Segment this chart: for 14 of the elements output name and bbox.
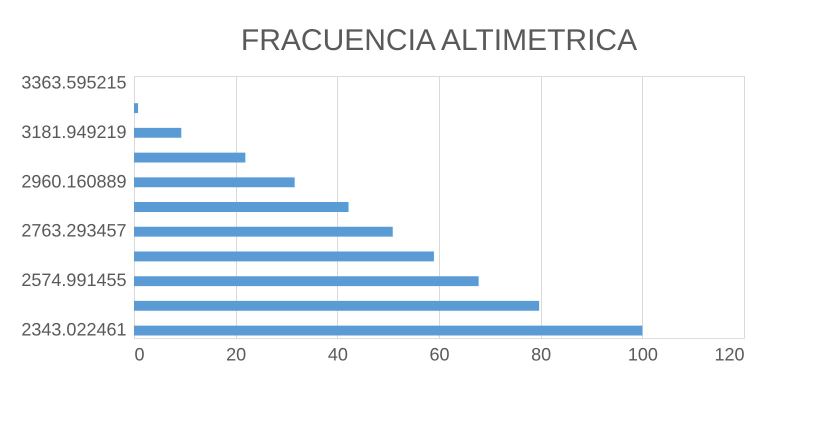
x-tick-label: 60 — [429, 344, 450, 364]
x-tick-label: 80 — [531, 344, 552, 364]
chart-title: FRACUENCIA ALTIMETRICA — [240, 24, 638, 57]
y-tick-label: 2763.293457 — [21, 220, 126, 241]
x-tick-label: 0 — [134, 344, 145, 364]
x-tick-label: 100 — [628, 344, 658, 364]
x-tick-label: 120 — [714, 344, 744, 364]
y-tick-label: 3181.949219 — [21, 122, 126, 142]
y-tick-label: 3363.595215 — [21, 72, 126, 92]
y-tick-label: 2343.022461 — [21, 320, 126, 340]
x-tick-label: 40 — [328, 344, 348, 364]
x-tick-label: 20 — [226, 344, 246, 364]
y-tick-label: 2960.160889 — [21, 171, 126, 192]
y-tick-label: 2574.991455 — [21, 270, 126, 290]
